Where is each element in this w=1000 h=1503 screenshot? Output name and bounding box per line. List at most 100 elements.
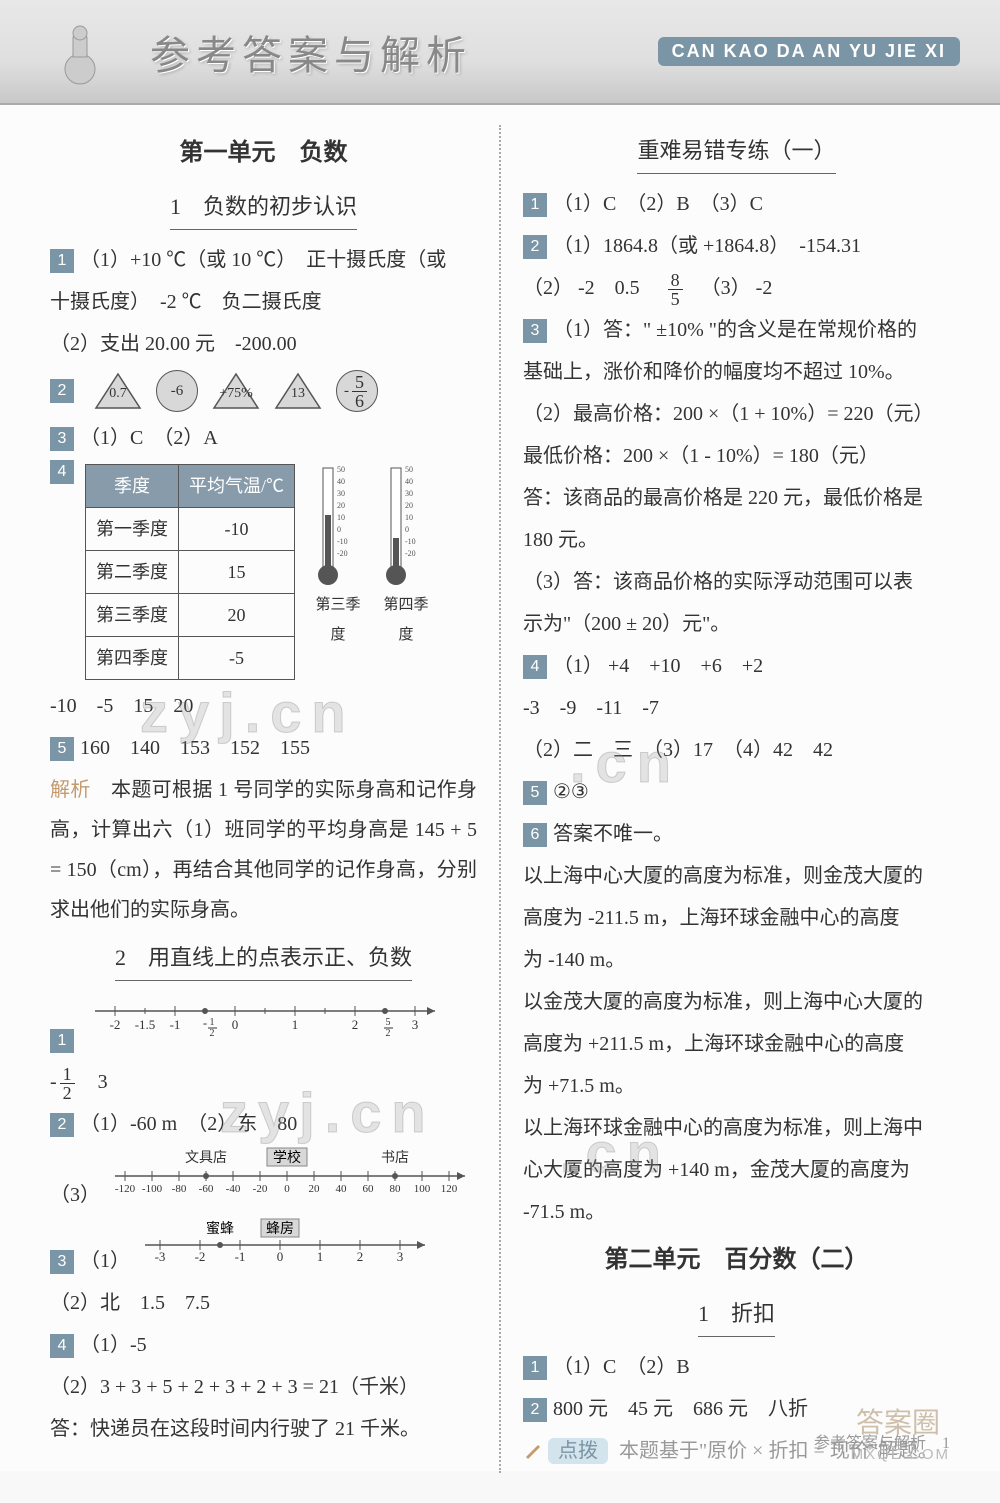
q2b-line1: 2（1）-60 m （2）东 80 — [50, 1104, 477, 1144]
svg-text:40: 40 — [337, 477, 345, 486]
q3b-line1: 3（1） -3-2-10123 蜜蜂 蜂房 — [50, 1217, 477, 1281]
svg-text:学校: 学校 — [273, 1149, 301, 1166]
svg-text:5: 5 — [386, 1017, 391, 1028]
unit2-title: 第二单元 百分数（二） — [523, 1236, 950, 1284]
q3b-line2: （2）北 1.5 7.5 — [50, 1283, 477, 1323]
rq2c-text: 800 元 45 元 686 元 八折 — [553, 1398, 808, 1420]
thermometer-1: 5040 3020 100 -10-20 第三季度 — [313, 460, 363, 650]
svg-text:-60: -60 — [199, 1183, 214, 1195]
svg-text:-1: -1 — [170, 1017, 181, 1032]
circle-shape-2: -56 — [336, 370, 378, 412]
svg-text:2: 2 — [210, 1028, 215, 1039]
q3-line: 3（1）C （2）A — [50, 418, 477, 458]
svg-text:100: 100 — [414, 1183, 431, 1195]
rq3-3a: （3）答：该商品价格的实际浮动范围可以表 — [523, 562, 950, 602]
rq1c-text: （1）C （2）B — [553, 1356, 690, 1378]
q1-line2: 十摄氏度） -2 ℃ 负二摄氏度 — [50, 282, 477, 322]
svg-text:20: 20 — [309, 1183, 321, 1195]
q4b-line2: （2）3 + 3 + 5 + 2 + 3 + 2 + 3 = 21（千米） — [50, 1367, 477, 1407]
header-logo-icon — [40, 12, 120, 92]
q2-shapes: 2 0.7 -6 +75% 13 -56 — [50, 370, 477, 412]
q1b-answer: -12 3 — [50, 1062, 477, 1102]
circ2-num: 5 — [352, 373, 367, 392]
td: 15 — [179, 551, 295, 594]
svg-text:-: - — [203, 1015, 207, 1030]
q1b-num: 1 — [60, 1065, 75, 1084]
rqnum-2: 2 — [523, 235, 547, 259]
rq4-text1: （1） +4 +10 +6 +2 — [553, 655, 763, 677]
svg-text:-10: -10 — [337, 537, 348, 546]
q3-text: （1）C （2）A — [80, 427, 218, 449]
rq2-text1: （1）1864.8（或 +1864.8） -154.31 — [553, 235, 861, 257]
triangle-shape-1: 0.7 — [94, 372, 142, 410]
q4-nums: -10 -5 15 20 — [50, 686, 477, 726]
svg-text:0: 0 — [232, 1017, 239, 1032]
svg-text:1: 1 — [292, 1017, 299, 1032]
svg-text:2: 2 — [386, 1028, 391, 1039]
svg-text:-20: -20 — [337, 549, 348, 558]
tip-label: 点拨 — [548, 1438, 608, 1464]
svg-text:30: 30 — [337, 489, 345, 498]
svg-text:2: 2 — [352, 1017, 359, 1032]
svg-text:-1.5: -1.5 — [135, 1017, 156, 1032]
svg-text:10: 10 — [337, 513, 345, 522]
svg-text:-2: -2 — [195, 1249, 206, 1264]
pencil-icon — [523, 1439, 543, 1461]
therm2-label: 第四季度 — [381, 590, 431, 650]
svg-text:-20: -20 — [253, 1183, 268, 1195]
td: 第二季度 — [86, 551, 179, 594]
q4b-line1: 4 （1）-5 — [50, 1325, 477, 1365]
svg-text:120: 120 — [441, 1183, 458, 1195]
rq3-2d: 180 元。 — [523, 520, 950, 560]
rq3-2b: 最低价格：200 ×（1 - 10%）= 180（元） — [523, 436, 950, 476]
qnum-4b: 4 — [50, 1334, 74, 1358]
rqnum-3: 3 — [523, 319, 547, 343]
svg-text:书店: 书店 — [381, 1150, 409, 1166]
svg-text:20: 20 — [405, 501, 413, 510]
q4-row: 4 季度平均气温/℃ 第一季度-10 第二季度15 第三季度20 第四季度-5 — [50, 460, 477, 684]
svg-text:蜂房: 蜂房 — [266, 1221, 294, 1237]
rqnum-4: 4 — [523, 655, 547, 679]
rq2-frac-num: 8 — [668, 271, 683, 290]
td: 第一季度 — [86, 508, 179, 551]
svg-text:30: 30 — [405, 489, 413, 498]
svg-text:蜜蜂: 蜜蜂 — [206, 1221, 234, 1237]
svg-text:0: 0 — [284, 1183, 290, 1195]
unit1-title: 第一单元 负数 — [50, 129, 477, 177]
header-pinyin: CAN KAO DA AN YU JIE XI — [672, 41, 946, 62]
rq6-10: -71.5 m。 — [523, 1192, 950, 1232]
rq6-7: 为 +71.5 m。 — [523, 1066, 950, 1106]
rq3-2a: （2）最高价格：200 ×（1 + 10%）= 220（元） — [523, 394, 950, 434]
q2b-line3: （3） -120-100-80-60-40-20020406080100120 … — [50, 1146, 477, 1215]
td: 20 — [179, 594, 295, 637]
rq6-1: 6 答案不唯一。 — [523, 814, 950, 854]
tri2-label: +75% — [212, 380, 260, 408]
q4b-text1: （1）-5 — [80, 1334, 147, 1356]
svg-text:50: 50 — [337, 465, 345, 474]
stamp-logo: 答案圈 — [856, 1401, 940, 1441]
q2b-text: （1）-60 m （2）东 80 — [80, 1113, 297, 1135]
qnum-1: 1 — [50, 249, 74, 273]
q5-text: 160 140 153 152 155 — [80, 737, 310, 759]
rq4-3: （2）二 三 （3）17 （4）42 42 — [523, 730, 950, 770]
rqnum-6: 6 — [523, 823, 547, 847]
q1b-3: 3 — [78, 1071, 108, 1093]
svg-text:-80: -80 — [172, 1183, 187, 1195]
rq6-5: 以金茂大厦的高度为标准，则上海中心大厦的 — [523, 982, 950, 1022]
rq3-3b: 示为"（200 ± 20）元"。 — [523, 604, 950, 644]
section-2-title: 2 用直线上的点表示正、负数 — [115, 936, 412, 981]
td: 第四季度 — [86, 637, 179, 680]
svg-text:-2: -2 — [110, 1017, 121, 1032]
rqnum-5: 5 — [523, 781, 547, 805]
circle-shape-1: -6 — [156, 370, 198, 412]
tri3-label: 13 — [274, 380, 322, 408]
svg-text:60: 60 — [363, 1183, 375, 1195]
svg-text:3: 3 — [397, 1249, 404, 1264]
rq6-text1: 答案不唯一。 — [553, 823, 673, 845]
circ2-neg: - — [344, 376, 349, 406]
left-column: 第一单元 负数 1 负数的初步认识 1（1）+10 ℃（或 10 ℃） 正十摄氏… — [50, 125, 495, 1473]
rqnum-1: 1 — [523, 193, 547, 217]
qnum-4: 4 — [50, 460, 74, 484]
q5-line: 5160 140 153 152 155 — [50, 728, 477, 768]
svg-text:10: 10 — [405, 513, 413, 522]
